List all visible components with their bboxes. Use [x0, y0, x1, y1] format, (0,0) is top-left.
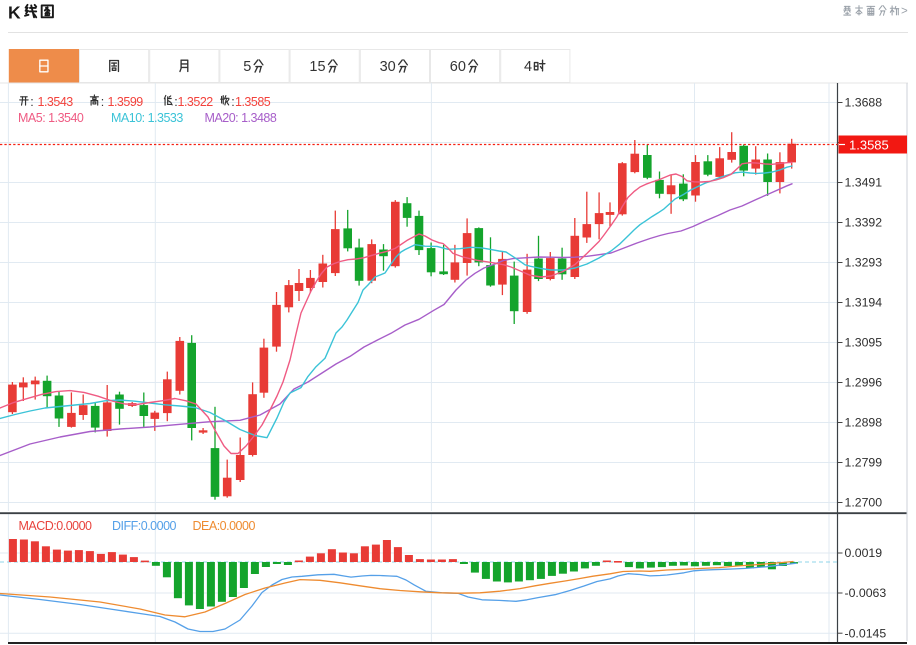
svg-text:1.3293: 1.3293: [845, 256, 883, 270]
svg-text:1.3522: 1.3522: [178, 95, 214, 109]
svg-text:1.3194: 1.3194: [845, 296, 883, 310]
svg-text:-0.0145: -0.0145: [845, 626, 887, 640]
svg-text:DIFF:0.0000: DIFF:0.0000: [112, 519, 177, 533]
svg-text:1.3491: 1.3491: [845, 176, 883, 190]
svg-text:1.2700: 1.2700: [845, 496, 883, 510]
svg-text:MA10: 1.3533: MA10: 1.3533: [111, 111, 183, 125]
svg-text:>: >: [901, 6, 908, 18]
svg-text:30: 30: [380, 59, 396, 75]
svg-text:4: 4: [524, 59, 532, 75]
svg-text:1.3543: 1.3543: [38, 95, 74, 109]
svg-text:1.2996: 1.2996: [845, 376, 883, 390]
svg-text:1.2799: 1.2799: [845, 456, 883, 470]
svg-text::: :: [174, 95, 177, 109]
svg-text:1.3585: 1.3585: [235, 95, 271, 109]
svg-text:MACD:0.0000: MACD:0.0000: [19, 519, 93, 533]
svg-text:1.3095: 1.3095: [845, 336, 883, 350]
svg-text:MA20: 1.3488: MA20: 1.3488: [205, 111, 277, 125]
svg-text:5: 5: [243, 59, 251, 75]
svg-text::: :: [101, 95, 104, 109]
svg-text:60: 60: [450, 59, 466, 75]
svg-text:15: 15: [309, 59, 325, 75]
svg-text::: :: [30, 95, 33, 109]
svg-text:K: K: [8, 3, 21, 23]
svg-text:1.3599: 1.3599: [108, 95, 144, 109]
svg-text:1.3392: 1.3392: [845, 216, 883, 230]
svg-text:0.0019: 0.0019: [845, 546, 883, 560]
svg-text:1.2898: 1.2898: [845, 416, 883, 430]
svg-text:DEA:0.0000: DEA:0.0000: [193, 519, 256, 533]
svg-text:1.3688: 1.3688: [845, 96, 883, 110]
svg-text:-0.0063: -0.0063: [845, 586, 887, 600]
svg-text:1.3585: 1.3585: [849, 137, 889, 152]
svg-text::: :: [231, 95, 234, 109]
svg-text:MA5: 1.3540: MA5: 1.3540: [18, 111, 84, 125]
